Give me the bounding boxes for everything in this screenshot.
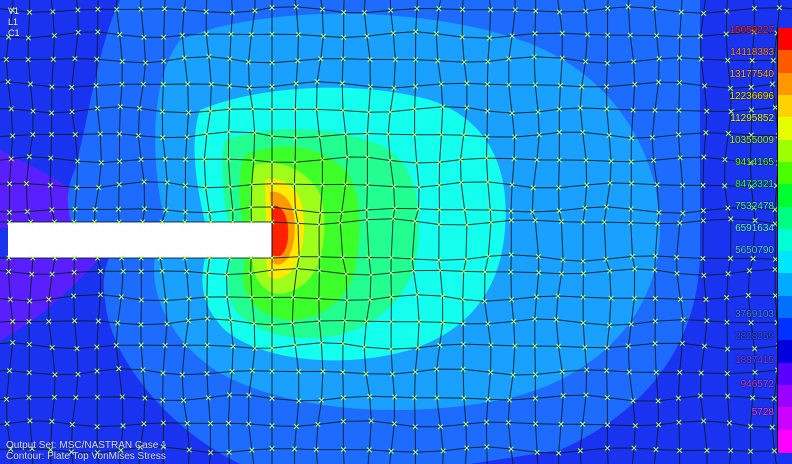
legend-value: 14118383 <box>730 47 774 58</box>
legend-value: 6591634 <box>735 223 774 234</box>
axes-indicator: V1 L1 C1 <box>8 6 20 39</box>
axis-label-c1: C1 <box>8 28 20 38</box>
legend-swatch <box>777 94 792 118</box>
legend-value: 3769103 <box>735 309 774 320</box>
contour-band-red <box>272 205 289 256</box>
legend-value: 1887415 <box>735 355 774 366</box>
legend-value: 12236696 <box>729 91 775 102</box>
legend-value: 5728 <box>751 407 774 418</box>
legend-swatch <box>777 161 792 185</box>
legend-value: 13177540 <box>729 69 775 80</box>
contour-legend: 15059227 14118383 13177540 12236696 11295852… <box>700 25 792 453</box>
legend-swatch <box>777 429 792 453</box>
legend-value: 946572 <box>740 379 774 390</box>
legend-value: 9414165 <box>735 157 774 168</box>
axis-label-v1: V1 <box>8 6 20 16</box>
legend-value: 5650790 <box>735 245 774 256</box>
legend-swatch <box>777 206 792 230</box>
mesh-nodes <box>3 4 783 456</box>
legend-value: 11295852 <box>730 113 774 124</box>
legend-swatch <box>777 407 792 431</box>
output-set-label: Output Set: MSC/NASTRAN Case 1 <box>6 440 167 451</box>
legend-value: 2828259 <box>735 331 774 342</box>
view-info-footer: Output Set: MSC/NASTRAN Case 1 Contour: … <box>6 440 167 462</box>
legend-swatch <box>777 228 792 252</box>
legend-swatch <box>777 295 792 319</box>
legend-swatch <box>777 117 792 141</box>
axis-label-l1: L1 <box>8 17 19 27</box>
legend-swatch <box>777 273 792 297</box>
legend-swatch <box>777 318 792 342</box>
legend-value: 7532478 <box>735 201 774 212</box>
legend-swatch <box>777 340 792 364</box>
legend-swatch <box>777 50 792 74</box>
legend-swatch <box>777 184 792 208</box>
legend-swatch <box>777 251 792 275</box>
legend-value: 15059227 <box>729 25 775 36</box>
legend-swatch <box>777 362 792 386</box>
legend-swatch <box>777 139 792 163</box>
legend-value: 8473321 <box>735 179 774 190</box>
contour-label: Contour: Plate Top VonMises Stress <box>6 451 166 462</box>
legend-swatch <box>777 28 792 51</box>
legend-swatch <box>777 72 792 96</box>
legend-swatch <box>777 385 792 409</box>
slot-cutout <box>8 222 272 258</box>
legend-value: 10355009 <box>729 135 775 146</box>
